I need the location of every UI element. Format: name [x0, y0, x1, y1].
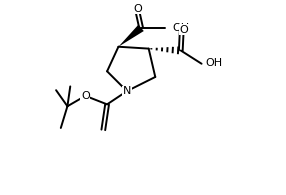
- Text: O: O: [133, 4, 142, 14]
- Text: OH: OH: [172, 23, 189, 33]
- Polygon shape: [118, 25, 144, 47]
- Text: O: O: [81, 91, 90, 101]
- Text: O: O: [179, 25, 188, 35]
- Text: N: N: [123, 86, 131, 96]
- Text: OH: OH: [205, 58, 222, 68]
